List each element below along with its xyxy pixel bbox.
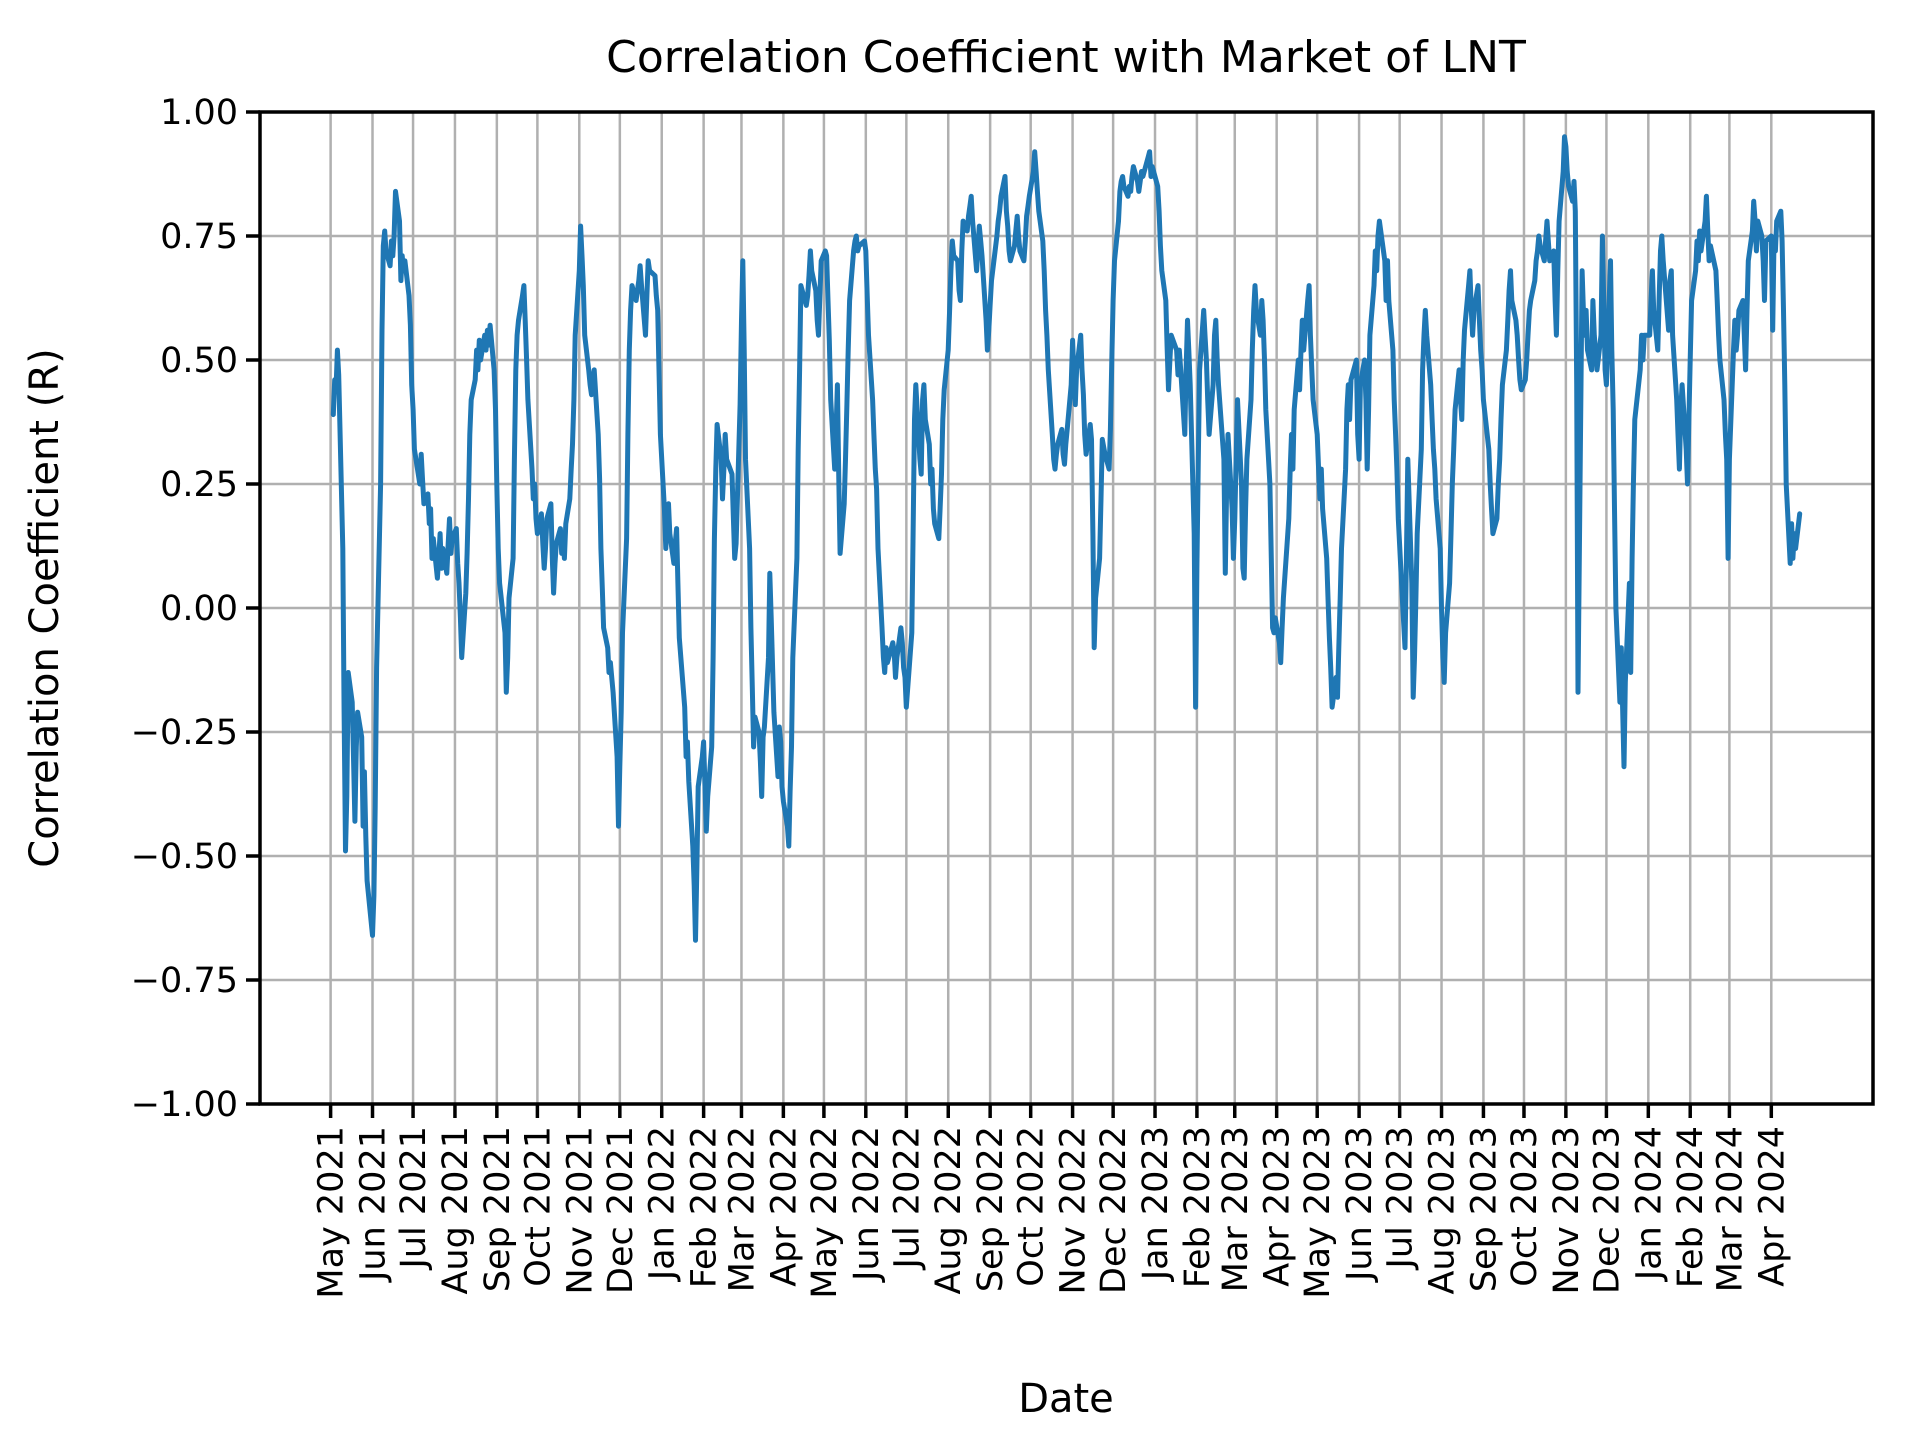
y-tick-label: −1.00	[131, 1085, 238, 1125]
x-tick-label: Apr 2023	[1258, 1126, 1298, 1287]
x-tick-label: Jan 2023	[1136, 1126, 1176, 1282]
x-tick-label: Sep 2021	[478, 1126, 518, 1292]
x-tick-label: Nov 2023	[1547, 1126, 1587, 1295]
x-tick-label: Jun 2023	[1340, 1126, 1380, 1283]
x-tick-label: Feb 2023	[1178, 1126, 1218, 1288]
x-tick-label: Sep 2023	[1464, 1126, 1504, 1292]
x-tick-label: Oct 2023	[1505, 1126, 1545, 1287]
x-tick-label: Dec 2023	[1587, 1126, 1627, 1294]
x-tick-label: Aug 2022	[929, 1126, 969, 1295]
y-tick-label: −0.75	[131, 961, 238, 1001]
x-tick-label: Oct 2022	[1012, 1126, 1052, 1287]
y-tick-label: −0.25	[131, 713, 238, 753]
x-tick-label: Dec 2022	[1094, 1126, 1134, 1294]
x-tick-label: Jul 2021	[394, 1126, 434, 1270]
y-tick-label: −0.50	[131, 837, 238, 877]
x-tick-label: May 2021	[312, 1126, 352, 1299]
x-tick-label: Apr 2024	[1752, 1126, 1792, 1287]
x-tick-label: May 2023	[1298, 1126, 1338, 1299]
x-tick-label: Mar 2022	[722, 1126, 762, 1292]
y-tick-label: 1.00	[160, 93, 238, 133]
x-tick-label: Mar 2024	[1710, 1126, 1750, 1292]
x-tick-label: Aug 2021	[436, 1126, 476, 1295]
x-axis-label: Date	[1018, 1376, 1114, 1422]
x-tick-label: Jun 2022	[847, 1126, 887, 1283]
x-tick-label: Jun 2021	[354, 1126, 394, 1283]
y-tick-label: 0.75	[160, 217, 238, 257]
x-tick-label: Sep 2022	[971, 1126, 1011, 1292]
y-tick-label: 0.25	[160, 465, 238, 505]
y-tick-label: 0.00	[160, 589, 238, 629]
y-tick-label: 0.50	[160, 341, 238, 381]
x-tick-label: Feb 2022	[685, 1126, 725, 1288]
x-tick-label: Jan 2024	[1629, 1126, 1669, 1282]
x-tick-label: Mar 2023	[1216, 1126, 1256, 1292]
x-tick-label: Jul 2022	[887, 1126, 927, 1270]
x-tick-label: Apr 2022	[764, 1126, 804, 1287]
x-tick-label: Feb 2024	[1671, 1126, 1711, 1288]
x-tick-label: Jan 2022	[643, 1126, 683, 1282]
correlation-line-series	[330, 134, 1803, 943]
series-layer	[330, 134, 1803, 943]
x-tick-label: Aug 2023	[1423, 1126, 1463, 1295]
tick-labels: May 2021 Jun 2021 Jul 2021 Aug 2021 Sep 2021…	[131, 93, 1793, 1299]
x-tick-label: Oct 2021	[518, 1126, 558, 1287]
x-tick-label: Nov 2022	[1054, 1126, 1094, 1295]
y-axis-label: Correlation Coefficient (R)	[22, 348, 68, 867]
chart-title: Correlation Coefficient with Market of L…	[606, 32, 1526, 83]
x-tick-label: Nov 2021	[560, 1126, 600, 1295]
x-tick-label: Jul 2023	[1381, 1126, 1421, 1270]
x-tick-label: Dec 2021	[601, 1126, 641, 1294]
tick-marks	[246, 110, 1774, 1118]
x-tick-label: May 2022	[805, 1126, 845, 1299]
